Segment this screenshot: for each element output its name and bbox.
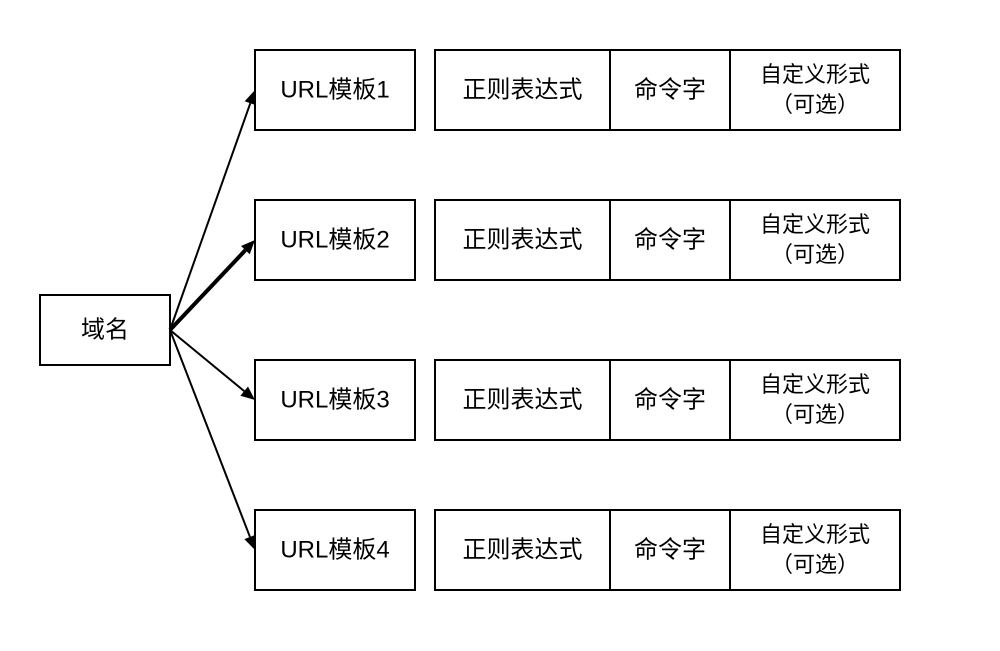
arrow-3-head xyxy=(244,535,255,550)
command-label-1: 命令字 xyxy=(634,226,706,253)
custom-line2-3: （可选） xyxy=(771,552,859,577)
template-label-1: URL模板2 xyxy=(280,226,389,253)
custom-line2-1: （可选） xyxy=(771,242,859,267)
custom-line2-0: （可选） xyxy=(771,92,859,117)
regex-label-1: 正则表达式 xyxy=(463,226,583,253)
template-label-0: URL模板1 xyxy=(280,76,389,103)
regex-label-2: 正则表达式 xyxy=(463,386,583,413)
custom-line1-0: 自定义形式 xyxy=(760,62,870,87)
custom-line2-2: （可选） xyxy=(771,402,859,427)
custom-line1-1: 自定义形式 xyxy=(760,212,870,237)
regex-label-3: 正则表达式 xyxy=(463,536,583,563)
arrow-0-shaft xyxy=(170,103,250,330)
command-label-0: 命令字 xyxy=(634,76,706,103)
template-label-2: URL模板3 xyxy=(280,386,389,413)
root-label: 域名 xyxy=(81,316,129,343)
custom-line1-3: 自定义形式 xyxy=(760,522,870,547)
template-label-3: URL模板4 xyxy=(280,536,389,563)
command-label-2: 命令字 xyxy=(634,386,706,413)
custom-line1-2: 自定义形式 xyxy=(760,372,870,397)
arrow-1-shaft xyxy=(170,250,245,330)
arrow-3-shaft xyxy=(170,330,250,537)
command-label-3: 命令字 xyxy=(634,536,706,563)
regex-label-0: 正则表达式 xyxy=(463,76,583,103)
